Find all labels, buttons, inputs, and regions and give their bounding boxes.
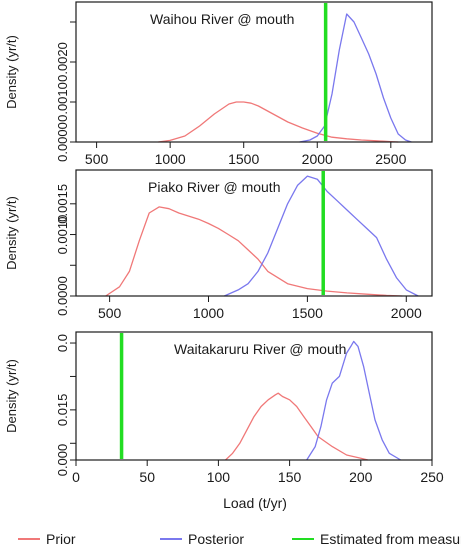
panel-title: Piako River @ mouth — [148, 179, 280, 195]
y-tick-label: 0.0015 — [55, 184, 70, 224]
legend-label: Estimated from measurements — [320, 531, 461, 547]
y-axis-label: Density (yr/t) — [4, 196, 19, 270]
plot-frame — [75, 1, 433, 143]
y-axis-label: Density (yr/t) — [4, 35, 19, 109]
y-tick-label: 0.0 — [55, 334, 70, 352]
plot-frame — [75, 331, 433, 461]
legend-label: Posterior — [188, 531, 244, 547]
x-tick-label: 1500 — [292, 305, 323, 321]
legend-item-estimated-from-measurements: Estimated from measurements — [292, 531, 461, 547]
legend-item-posterior: Posterior — [160, 531, 244, 547]
x-tick-label: 100 — [207, 469, 231, 485]
x-tick-label: 1000 — [193, 305, 224, 321]
y-tick-label: 0.0000 — [55, 122, 70, 162]
panel-title: Waitakaruru River @ mouth — [174, 341, 346, 357]
series-prior-line — [158, 101, 399, 143]
x-tick-label: 2500 — [375, 151, 406, 167]
x-tick-label: 200 — [349, 469, 373, 485]
x-tick-label: 500 — [98, 305, 122, 321]
x-tick-label: 250 — [420, 469, 444, 485]
x-tick-label: 50 — [139, 469, 155, 485]
x-tick-label: 1000 — [155, 151, 186, 167]
y-tick-label: 0.015 — [55, 394, 70, 427]
x-tick-label: 0 — [72, 469, 80, 485]
series-prior-line — [105, 206, 403, 297]
legend: Prior Posterior Estimated from measurement… — [18, 531, 461, 547]
series-posterior-line — [299, 13, 412, 143]
x-tick-label: 500 — [85, 151, 109, 167]
y-axis-label: Density (yr/t) — [4, 359, 19, 433]
y-tick-label: 0.0020 — [55, 42, 70, 82]
chart-panel-3: 0 50 100 150 200 250 0.000 0.015 0.0 Density (yr/… — [4, 331, 444, 485]
series-prior-line — [225, 392, 369, 461]
x-tick-label: 2000 — [302, 151, 333, 167]
legend-label: Prior — [46, 531, 76, 547]
x-tick-label: 150 — [278, 469, 302, 485]
y-tick-label: 0.0000 — [55, 276, 70, 316]
plot-frame — [75, 169, 433, 297]
x-axis-label: Load (t/yr) — [223, 495, 287, 511]
y-tick-label: 0.000 — [55, 444, 70, 477]
y-tick-label: 0.0010 — [55, 82, 70, 122]
x-tick-label: 1500 — [228, 151, 259, 167]
x-tick-label: 2000 — [391, 305, 422, 321]
panel-title: Waihou River @ mouth — [150, 11, 294, 27]
legend-item-prior: Prior — [18, 531, 76, 547]
y-tick-label: 0.0010 — [55, 215, 70, 255]
series-posterior-line — [306, 340, 402, 461]
